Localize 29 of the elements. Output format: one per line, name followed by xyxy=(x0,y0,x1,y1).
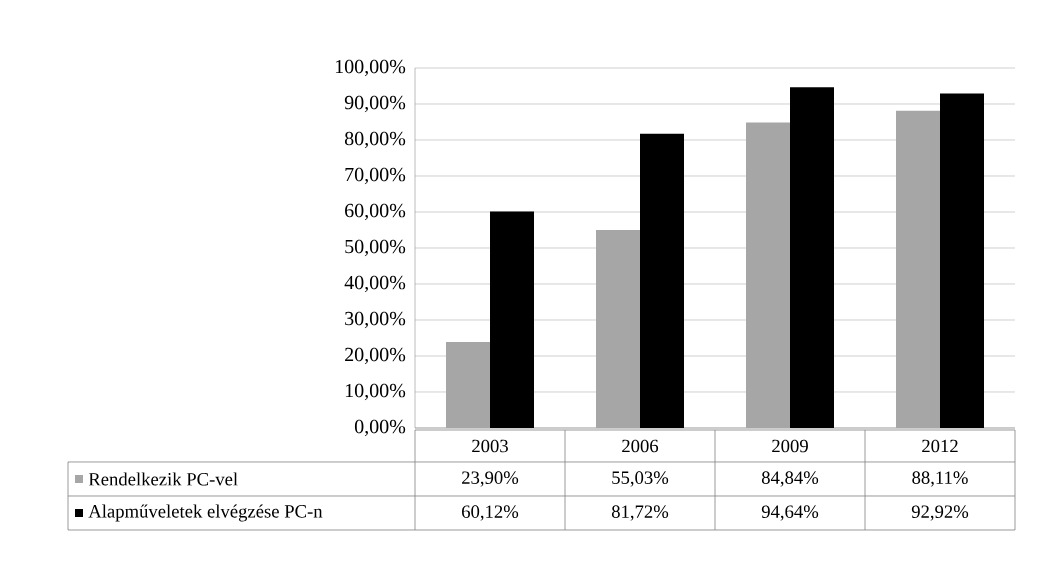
y-tick-label: 100,00% xyxy=(335,59,406,77)
bar xyxy=(490,211,534,428)
bar xyxy=(640,133,684,428)
legend-label: Alapműveletek elvégzése PC-n xyxy=(88,504,323,522)
y-tick-label: 70,00% xyxy=(345,167,406,185)
y-tick-label: 30,00% xyxy=(345,311,406,329)
x-tick-label: 2009 xyxy=(772,439,808,453)
data-label: 23,90% xyxy=(462,471,519,487)
x-tick-label: 2006 xyxy=(622,439,659,453)
y-tick-label: 60,00% xyxy=(345,203,406,221)
data-label: 92,92% xyxy=(911,505,969,521)
bar xyxy=(940,93,985,428)
legend-label: Rendelkezik PC-vel xyxy=(88,472,238,486)
bar xyxy=(790,87,835,428)
data-label: 84,84% xyxy=(761,471,819,487)
data-label: 60,12% xyxy=(462,505,519,521)
y-tick-label: 10,00% xyxy=(345,383,406,401)
y-tick-label: 0,00% xyxy=(354,419,406,437)
x-tick-label: 2003 xyxy=(472,439,508,453)
data-label: 88,11% xyxy=(912,471,968,487)
data-label: 55,03% xyxy=(612,471,669,487)
data-label: 81,72% xyxy=(611,505,669,521)
x-tick-label: 2012 xyxy=(922,439,958,453)
y-tick-label: 40,00% xyxy=(344,275,406,293)
data-label: 94,64% xyxy=(761,505,819,521)
y-tick-label: 20,00% xyxy=(345,347,406,365)
y-tick-label: 80,00% xyxy=(344,131,406,149)
y-tick-label: 50,00% xyxy=(345,239,406,257)
y-tick-label: 90,00% xyxy=(344,95,406,113)
